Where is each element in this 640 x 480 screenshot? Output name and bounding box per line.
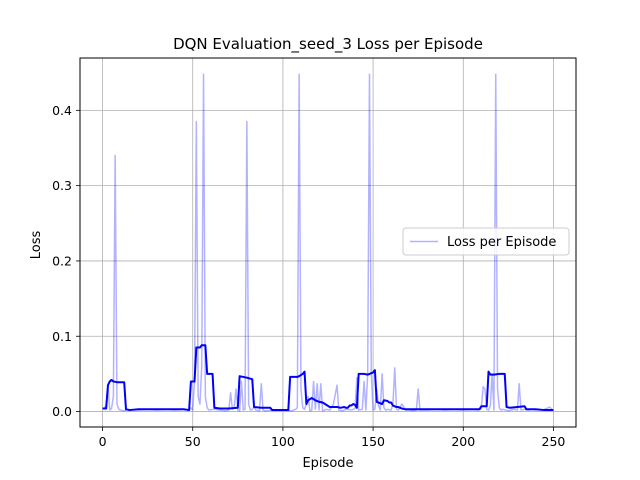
x-tick-label: 50 <box>185 434 201 449</box>
x-tick-label: 250 <box>542 434 566 449</box>
x-tick-label: 0 <box>99 434 107 449</box>
chart-title: DQN Evaluation_seed_3 Loss per Episode <box>173 35 483 54</box>
y-axis-label: Loss <box>29 231 44 260</box>
plot-area-frame <box>79 57 577 428</box>
x-tick-label: 150 <box>361 434 385 449</box>
x-tick-label: 100 <box>271 434 295 449</box>
legend-entry-label: Loss per Episode <box>447 235 556 250</box>
y-tick-label: 0.1 <box>52 329 72 344</box>
legend-box <box>402 227 570 256</box>
loss-per-episode-line <box>102 73 553 412</box>
y-axis-ticks: 0.0 0.1 0.2 0.3 0.4 <box>52 103 80 419</box>
series-layer <box>102 73 554 412</box>
y-tick-label: 0.0 <box>52 404 72 419</box>
legend: Loss per Episode <box>402 227 570 256</box>
grid-lines <box>80 58 576 427</box>
x-axis-label: Episode <box>302 456 353 471</box>
moving-average-line <box>102 344 554 412</box>
y-tick-label: 0.3 <box>52 178 72 193</box>
y-tick-label: 0.2 <box>52 253 72 268</box>
x-tick-label: 200 <box>451 434 475 449</box>
x-axis-ticks: 0 50 100 150 200 250 <box>99 427 566 449</box>
y-tick-label: 0.4 <box>52 103 72 118</box>
